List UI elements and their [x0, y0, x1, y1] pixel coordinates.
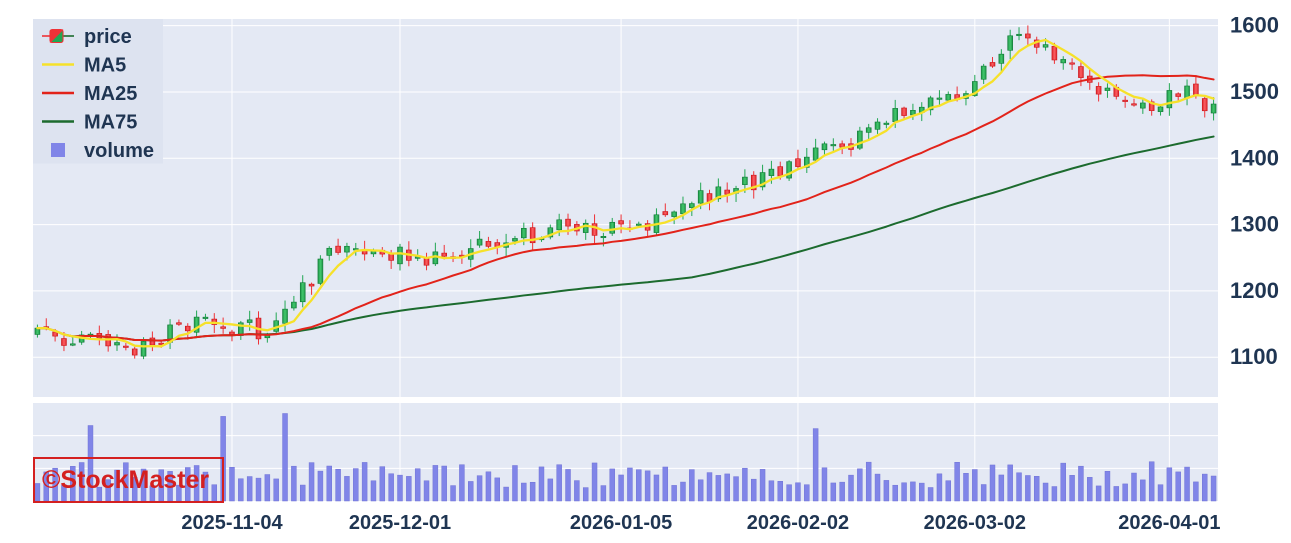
svg-text:1100: 1100	[1230, 344, 1278, 369]
svg-text:MA25: MA25	[84, 83, 137, 105]
svg-text:MA5: MA5	[84, 55, 126, 77]
svg-text:2026-04-01: 2026-04-01	[1118, 512, 1220, 534]
svg-text:1300: 1300	[1230, 212, 1279, 237]
svg-text:price: price	[84, 26, 132, 48]
svg-text:1600: 1600	[1230, 13, 1279, 38]
svg-text:2025-11-04: 2025-11-04	[181, 512, 283, 534]
svg-text:2025-12-01: 2025-12-01	[349, 512, 451, 534]
svg-text:©StockMaster: ©StockMaster	[42, 466, 209, 494]
svg-text:1500: 1500	[1230, 79, 1279, 104]
svg-text:2026-02-02: 2026-02-02	[747, 512, 849, 534]
svg-text:2026-01-05: 2026-01-05	[570, 512, 672, 534]
svg-text:1400: 1400	[1230, 145, 1279, 170]
svg-text:volume: volume	[84, 140, 154, 162]
svg-text:MA75: MA75	[84, 112, 137, 134]
svg-text:1200: 1200	[1230, 278, 1279, 303]
svg-text:2026-03-02: 2026-03-02	[924, 512, 1026, 534]
